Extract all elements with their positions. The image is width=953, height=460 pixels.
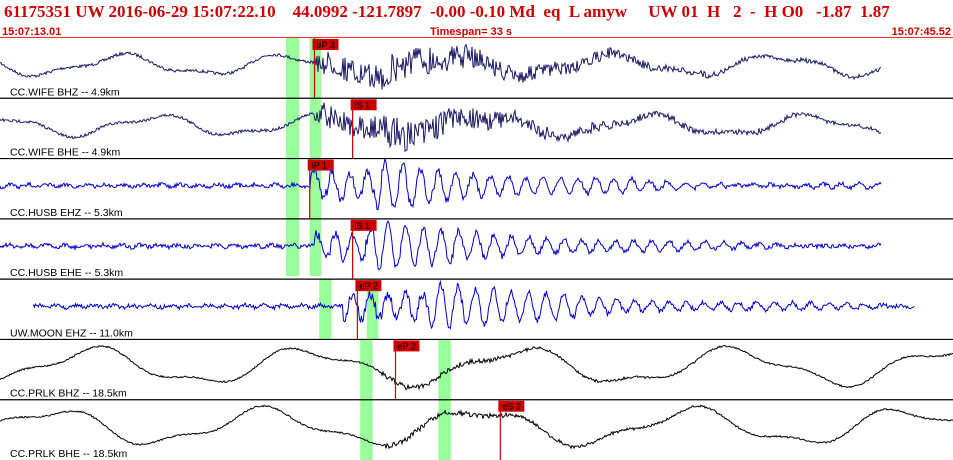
waveform-trace xyxy=(0,43,882,90)
phase-pick-label: iS 1 xyxy=(355,100,371,110)
station-label: CC.WIFE BHE -- 4.9km xyxy=(10,147,121,159)
phase-pick-flag[interactable] xyxy=(355,280,382,292)
waveform-trace xyxy=(0,158,882,211)
phase-pick-flag[interactable] xyxy=(350,219,377,231)
phase-pick-label: eP 3 xyxy=(316,40,334,50)
event-header: 61175351 UW 2016-06-29 15:07:22.10 44.09… xyxy=(0,0,953,38)
phase-pick-label: eP 2 xyxy=(397,341,415,351)
end-time: 15:07:45.52 xyxy=(891,26,951,38)
station-label: CC.PRLK BHE -- 18.5km xyxy=(10,448,128,460)
phase-pick-label: iS 1 xyxy=(355,221,371,231)
station-label: UW.MOON EHZ -- 11.0km xyxy=(10,327,133,339)
seismogram-panel[interactable]: eP 3 iS 1 iP 1 iS 1 eP 2 eP 2 eS 2 CC.WIFE BHZ… xyxy=(0,38,953,460)
pick-window-highlight xyxy=(285,38,300,277)
station-label: CC.WIFE BHZ -- 4.9km xyxy=(10,86,120,98)
pick-window-highlight xyxy=(366,279,379,340)
pick-window-highlight xyxy=(309,38,322,277)
phase-pick-flag[interactable] xyxy=(498,400,525,412)
pick-window-highlight xyxy=(319,279,332,340)
waveform-trace xyxy=(0,344,953,391)
start-time: 15:07:13.01 xyxy=(2,26,62,38)
event-title: 61175351 UW 2016-06-29 15:07:22.10 44.09… xyxy=(4,2,890,21)
waveform-trace xyxy=(0,102,882,153)
station-label: CC.HUSB EHZ -- 5.3km xyxy=(10,207,123,219)
phase-pick-label: iP 1 xyxy=(312,161,327,171)
waveform-trace xyxy=(0,404,953,450)
phase-pick-flag[interactable] xyxy=(312,39,339,50)
phase-pick-label: eP 2 xyxy=(359,281,377,291)
phase-pick-label: eS 2 xyxy=(502,402,521,412)
phase-pick-flag[interactable] xyxy=(393,340,420,352)
timespan-label: Timespan= 33 s xyxy=(430,26,513,38)
phase-pick-flag[interactable] xyxy=(307,159,334,171)
waveform-trace xyxy=(32,279,915,330)
header-divider xyxy=(0,37,953,38)
station-label: CC.HUSB EHE -- 5.3km xyxy=(10,267,123,279)
waveform-trace xyxy=(0,219,882,271)
station-label: CC.PRLK BHZ -- 18.5km xyxy=(10,388,127,400)
phase-pick-flag[interactable] xyxy=(350,99,377,111)
